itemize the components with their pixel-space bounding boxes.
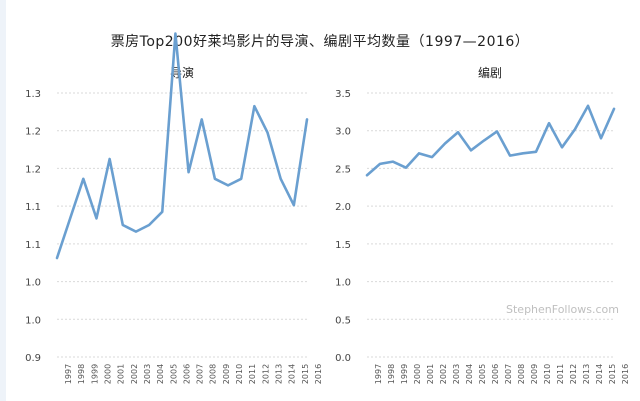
y-tick-label: 1.2 [25, 164, 41, 175]
y-tick-label: 1.5 [335, 240, 351, 251]
x-tick-label: 1998 [387, 364, 396, 384]
x-tick-label: 2015 [301, 364, 310, 384]
x-tick-label: 2007 [504, 364, 513, 384]
figure-title: 票房Top200好莱坞影片的导演、编剧平均数量（1997—2016） [110, 34, 530, 50]
x-tick-label: 2009 [222, 364, 231, 384]
x-tick-label: 2009 [530, 364, 539, 384]
y-tick-label: 3.5 [335, 89, 351, 100]
x-tick-label: 1997 [64, 364, 73, 384]
y-tick-label: 2.0 [335, 202, 351, 213]
x-tick-label: 2010 [235, 364, 244, 384]
x-tick-label: 1997 [374, 364, 383, 384]
x-tick-label: 2005 [169, 364, 178, 384]
x-tick-label: 1999 [400, 364, 409, 384]
x-tick-label: 2012 [261, 364, 270, 384]
x-tick-label: 1998 [77, 364, 86, 384]
y-tick-label: 2.5 [335, 164, 351, 175]
watermark-text: StephenFollows.com [506, 303, 619, 316]
series-line-1 [55, 32, 309, 260]
x-tick-label: 2000 [413, 364, 422, 384]
x-tick-label: 2001 [117, 364, 126, 384]
x-tick-label: 2008 [517, 364, 526, 384]
y-tick-label: 1.0 [335, 278, 351, 289]
x-tick-label: 2010 [543, 364, 552, 384]
x-tick-label: 2012 [569, 364, 578, 384]
x-tick-label: 2013 [582, 364, 591, 384]
y-tick-label: 1.2 [25, 127, 41, 138]
y-tick-label: 0.9 [25, 353, 41, 364]
x-tick-label: 2003 [143, 364, 152, 384]
left-margin-rule [0, 0, 6, 401]
x-tick-label: 2006 [182, 364, 191, 384]
x-tick-label: 2005 [478, 364, 487, 384]
x-tick-label: 2008 [209, 364, 218, 384]
x-tick-label: 2016 [314, 364, 323, 384]
x-tick-label: 2001 [426, 364, 435, 384]
series-line-2 [365, 104, 616, 177]
x-tick-label: 2007 [196, 364, 205, 384]
y-tick-label: 0.5 [335, 315, 351, 326]
x-tick-label: 2000 [103, 364, 112, 384]
x-tick-label: 2014 [288, 364, 297, 384]
y-tick-label: 1.1 [25, 202, 41, 213]
x-tick-label: 2015 [608, 364, 617, 384]
x-tick-label: 1999 [90, 364, 99, 384]
x-tick-label: 2004 [156, 364, 165, 384]
x-tick-label: 2011 [556, 364, 565, 384]
x-tick-label: 2003 [452, 364, 461, 384]
panel-title-2: 编剧 [478, 65, 502, 80]
x-tick-label: 2006 [491, 364, 500, 384]
y-tick-label: 0.0 [335, 353, 351, 364]
y-tick-label: 1.0 [25, 278, 41, 289]
x-tick-label: 2014 [595, 364, 604, 384]
y-tick-label: 3.0 [335, 127, 351, 138]
x-tick-label: 2002 [130, 364, 139, 384]
y-tick-label: 1.3 [25, 89, 41, 100]
y-tick-label: 1.0 [25, 315, 41, 326]
x-tick-label: 2004 [465, 364, 474, 384]
y-tick-label: 1.1 [25, 240, 41, 251]
x-tick-label: 2016 [621, 364, 630, 384]
panel-title-1: 导演 [170, 65, 194, 80]
x-tick-label: 2011 [248, 364, 257, 384]
x-tick-label: 2013 [275, 364, 284, 384]
x-tick-label: 2002 [439, 364, 448, 384]
